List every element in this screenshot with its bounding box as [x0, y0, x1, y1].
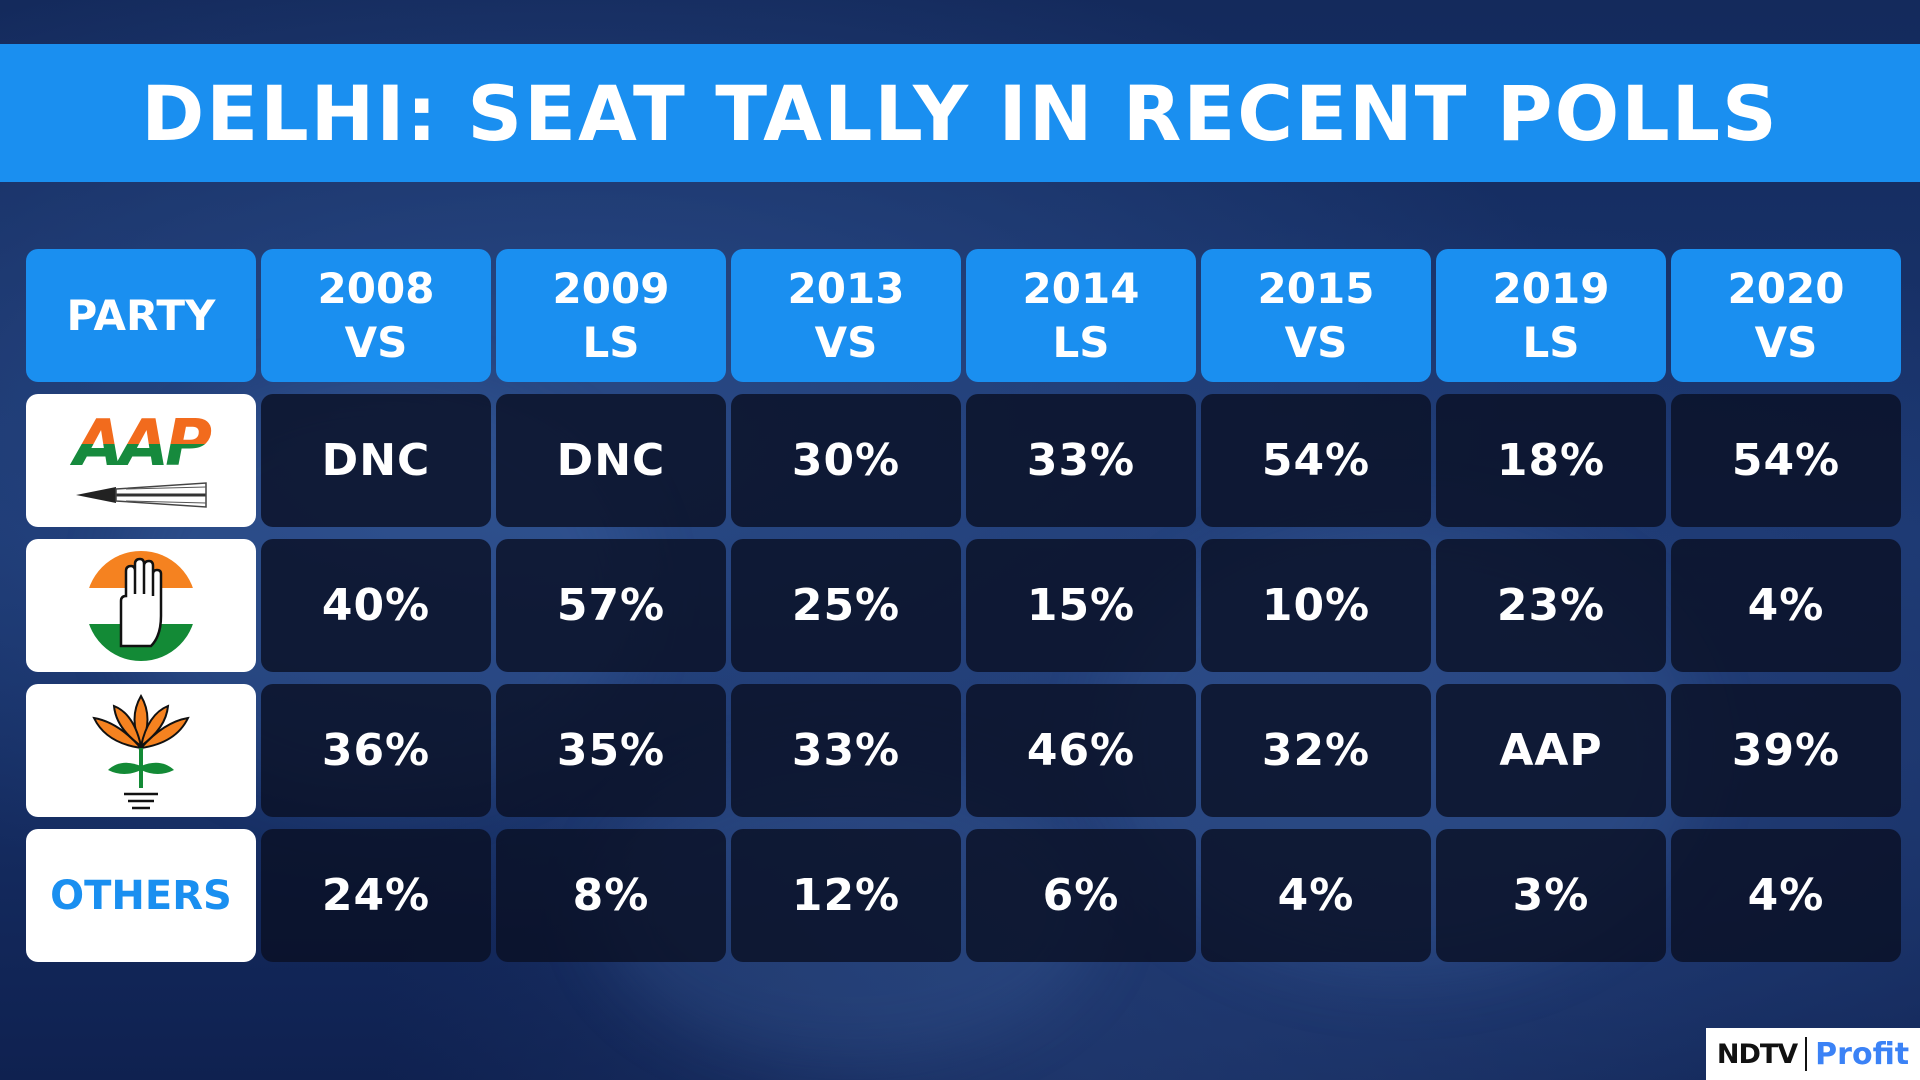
header-year: 2008	[317, 263, 435, 313]
header-2014: 2014 LS	[966, 249, 1196, 382]
header-kind: VS	[1754, 317, 1818, 367]
bjp-lotus-icon	[92, 694, 190, 810]
table-cell-value: 32%	[1201, 684, 1431, 817]
table-cell-value: 6%	[966, 829, 1196, 962]
table-cell-value: 23%	[1436, 539, 1666, 672]
table-cell-value: 46%	[966, 684, 1196, 817]
table-cell-value: 54%	[1201, 394, 1431, 527]
table-cell-value: 57%	[496, 539, 726, 672]
header-2015: 2015 VS	[1201, 249, 1431, 382]
table-cell-value: 4%	[1201, 829, 1431, 962]
party-logo-cell: OTHERS	[26, 829, 256, 962]
table-cell-value: 54%	[1671, 394, 1901, 527]
page-title: DELHI: SEAT TALLY IN RECENT POLLS	[141, 68, 1779, 158]
table-cell-value: 8%	[496, 829, 726, 962]
table-cell-value: DNC	[496, 394, 726, 527]
header-year: 2019	[1492, 263, 1610, 313]
party-label-others: OTHERS	[50, 872, 232, 919]
table-cell-value: 39%	[1671, 684, 1901, 817]
header-2008: 2008 VS	[261, 249, 491, 382]
aap-logo-icon: AAP	[69, 407, 216, 508]
header-year: 2013	[787, 263, 905, 313]
congress-hand-icon	[86, 550, 196, 661]
header-2013: 2013 VS	[731, 249, 961, 382]
aap-logo-text: AAP	[69, 407, 212, 481]
table-cell-value: 4%	[1671, 829, 1901, 962]
party-logo-cell	[26, 684, 256, 817]
header-2019: 2019 LS	[1436, 249, 1666, 382]
party-logo-cell	[26, 539, 256, 672]
table-cell-value: DNC	[261, 394, 491, 527]
table-cell-value: 4%	[1671, 539, 1901, 672]
table-cell-value: 10%	[1201, 539, 1431, 672]
title-banner: DELHI: SEAT TALLY IN RECENT POLLS	[0, 44, 1920, 182]
header-kind: VS	[344, 317, 408, 367]
header-kind: LS	[1522, 317, 1580, 367]
table-cell-value: 30%	[731, 394, 961, 527]
header-kind: VS	[1284, 317, 1348, 367]
brand-divider	[1805, 1037, 1808, 1071]
table-cell-value: 15%	[966, 539, 1196, 672]
header-year: 2009	[552, 263, 670, 313]
table-cell-value: 33%	[966, 394, 1196, 527]
header-year: 2015	[1257, 263, 1375, 313]
brand-profit: Profit	[1815, 1036, 1910, 1072]
header-kind: LS	[1052, 317, 1110, 367]
seat-tally-table: PARTY 2008 VS 2009 LS 2013 VS 2014 LS 2015 VS 2019…	[26, 249, 1901, 962]
table-cell-value: 24%	[261, 829, 491, 962]
brand-ndtv: NDTV	[1716, 1038, 1798, 1070]
header-year: 2020	[1727, 263, 1845, 313]
table-cell-value: 40%	[261, 539, 491, 672]
table-cell-value: 12%	[731, 829, 961, 962]
table-cell-value: 3%	[1436, 829, 1666, 962]
header-2020: 2020 VS	[1671, 249, 1901, 382]
table-cell-value: 25%	[731, 539, 961, 672]
ndtv-profit-logo: NDTV Profit	[1706, 1028, 1920, 1080]
header-kind: VS	[814, 317, 878, 367]
table-cell-value: 33%	[731, 684, 961, 817]
table-cell-value: 18%	[1436, 394, 1666, 527]
header-2009: 2009 LS	[496, 249, 726, 382]
party-logo-cell: AAP	[26, 394, 256, 527]
header-party: PARTY	[26, 249, 256, 382]
header-year: 2014	[1022, 263, 1140, 313]
table-cell-value: 36%	[261, 684, 491, 817]
header-kind: LS	[582, 317, 640, 367]
table-cell-value: AAP	[1436, 684, 1666, 817]
table-cell-value: 35%	[496, 684, 726, 817]
